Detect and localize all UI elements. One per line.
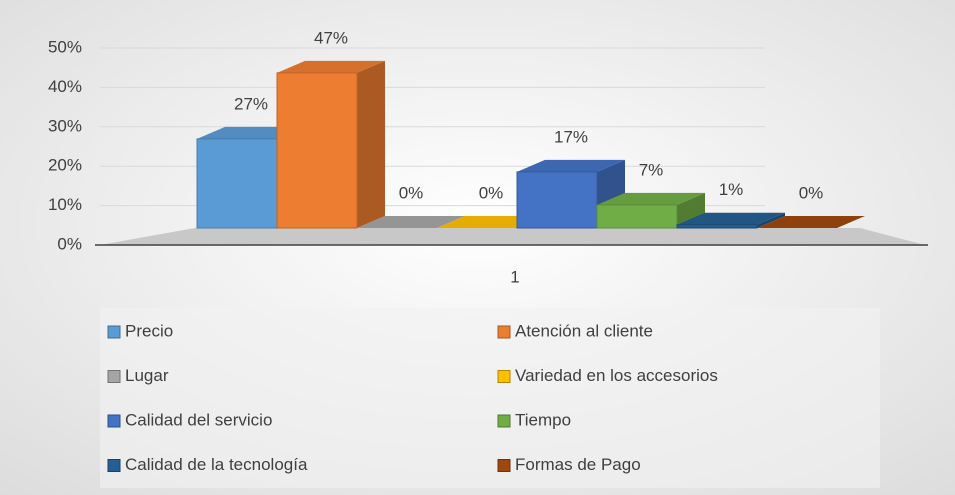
- legend-swatch: [107, 370, 121, 383]
- x-tick-label: 1: [510, 267, 519, 286]
- bar-top: [357, 216, 465, 228]
- bar: [276, 60, 385, 229]
- floor: [100, 228, 925, 245]
- data-label: 1%: [719, 180, 744, 199]
- bar: [757, 216, 865, 228]
- data-label: 7%: [639, 160, 664, 179]
- legend-label: Formas de Pago: [515, 455, 641, 474]
- bar: [676, 212, 785, 229]
- data-label: 0%: [399, 183, 424, 202]
- bar-front: [596, 204, 678, 229]
- legend-swatch: [107, 325, 121, 339]
- y-tick-label: 30%: [48, 116, 82, 135]
- data-label: 0%: [799, 183, 824, 202]
- data-label: 47%: [314, 28, 348, 47]
- legend-label: Variedad en los accesorios: [515, 366, 718, 385]
- legend-swatch: [497, 325, 511, 339]
- y-tick-label: 50%: [48, 37, 82, 56]
- bar-top: [677, 212, 785, 225]
- bar-front: [276, 72, 358, 229]
- legend-label: Lugar: [125, 366, 169, 385]
- bar-top: [517, 159, 625, 172]
- bar: [596, 192, 705, 229]
- bar-front: [676, 224, 758, 229]
- legend-swatch: [497, 459, 511, 472]
- bar-front: [516, 171, 598, 229]
- y-tick-label: 20%: [48, 156, 82, 175]
- y-tick-label: 10%: [48, 195, 82, 214]
- y-tick-label: 40%: [48, 77, 82, 96]
- data-label: 17%: [554, 127, 588, 146]
- bar-side: [357, 60, 385, 229]
- legend-box: [100, 308, 880, 488]
- bar-side: [677, 192, 705, 228]
- bar-front: [196, 138, 278, 229]
- bar-top: [757, 216, 865, 228]
- legend-label: Tiempo: [515, 410, 571, 429]
- bar-top: [277, 60, 385, 73]
- bar-top: [597, 192, 705, 205]
- data-label: 27%: [234, 94, 268, 113]
- bar-side: [757, 212, 785, 228]
- legend-label: Calidad del servicio: [125, 410, 272, 429]
- legend-swatch: [107, 414, 121, 428]
- legend-swatch: [497, 414, 511, 428]
- data-label: 0%: [479, 183, 504, 202]
- legend-swatch: [107, 459, 121, 472]
- legend-label: Calidad de la tecnología: [125, 455, 308, 474]
- legend-label: Precio: [125, 321, 173, 340]
- legend-swatch: [497, 370, 511, 383]
- y-tick-label: 0%: [57, 234, 82, 253]
- bar: [357, 216, 465, 228]
- legend-label: Atención al cliente: [515, 321, 653, 340]
